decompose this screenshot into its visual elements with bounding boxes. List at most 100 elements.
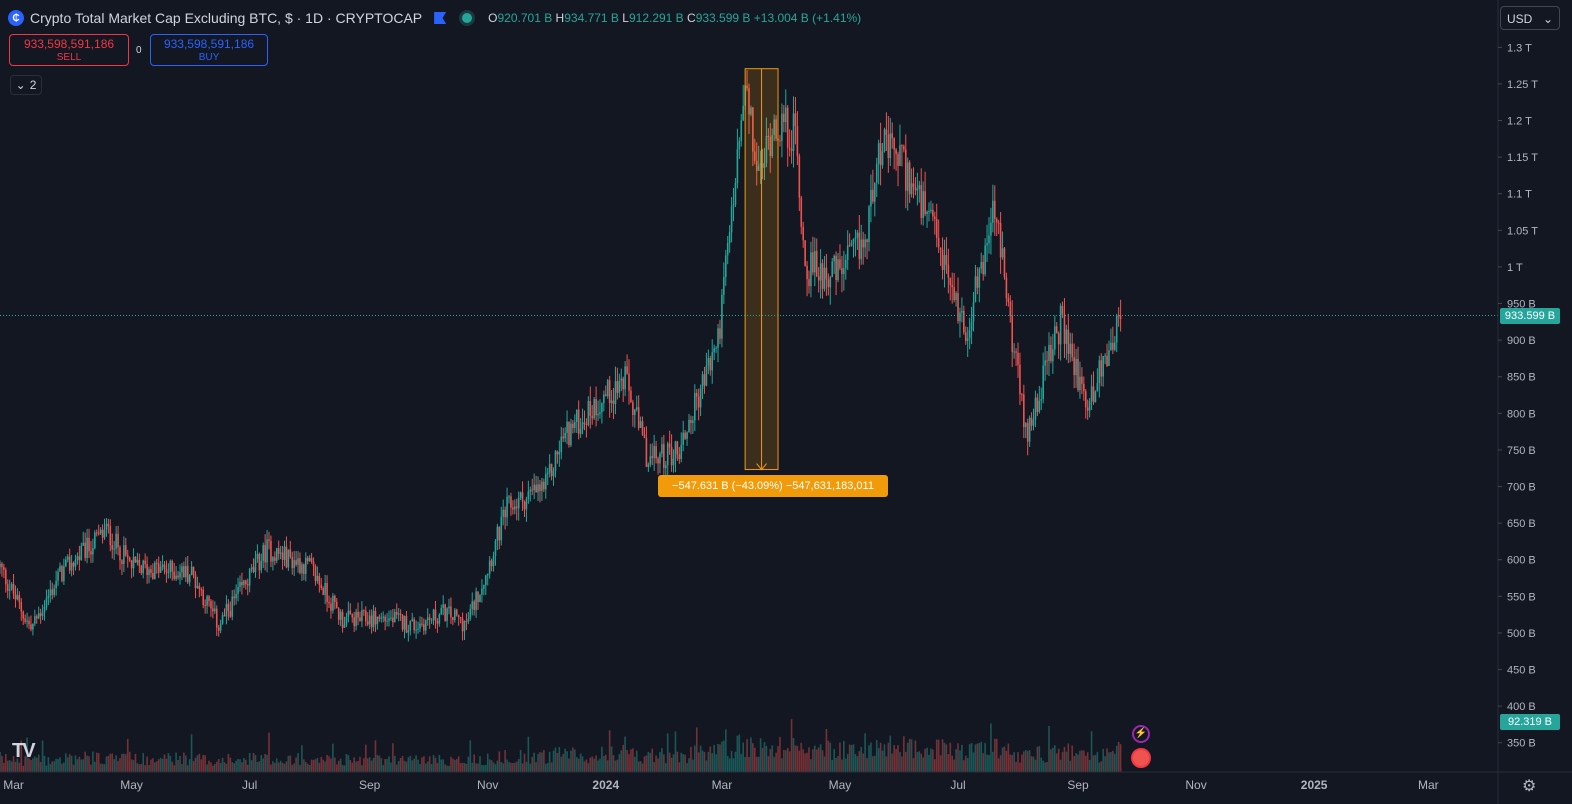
- volume-bar: [719, 744, 721, 772]
- volume-bar: [779, 736, 781, 772]
- candle-body: [651, 456, 654, 458]
- gear-icon[interactable]: ⚙: [1522, 778, 1537, 795]
- candle-body: [374, 610, 377, 625]
- sell-label: SELL: [56, 52, 82, 63]
- flag-icon[interactable]: [434, 12, 447, 24]
- volume-bar: [1092, 755, 1095, 772]
- volume-bar: [599, 758, 601, 772]
- volume-bar: [181, 764, 183, 772]
- candle-body: [763, 163, 766, 168]
- volume-bar: [359, 756, 361, 772]
- volume-bar: [844, 758, 847, 772]
- candle-body: [1090, 386, 1093, 401]
- candle-body: [107, 523, 110, 527]
- time-tick-label: Jul: [242, 778, 257, 792]
- candle-body: [949, 277, 952, 286]
- candle-body: [993, 200, 996, 219]
- candle-body: [961, 310, 963, 313]
- time-tick-label: Nov: [477, 778, 498, 792]
- volume-bar: [715, 754, 717, 772]
- volume-bar: [635, 750, 638, 772]
- candle-body: [74, 559, 77, 567]
- measure-label[interactable]: −547.631 B (−43.09%) −547,631,183,011: [658, 475, 888, 497]
- volume-bar: [893, 745, 895, 772]
- sell-button[interactable]: 933,598,591,186 SELL: [9, 34, 129, 66]
- candle-body: [887, 134, 890, 159]
- volume-bar: [575, 757, 578, 772]
- volume-bar: [577, 758, 580, 772]
- candle-body: [1052, 349, 1054, 362]
- chevron-down-icon: ⌄: [1542, 12, 1553, 26]
- candle-body: [906, 162, 909, 191]
- currency-label: USD: [1507, 12, 1533, 26]
- candle-body: [326, 582, 328, 603]
- volume-bar: [912, 758, 915, 772]
- volume-bar: [585, 759, 588, 772]
- candle-body: [194, 574, 197, 589]
- symbol-title[interactable]: Crypto Total Market Cap Excluding BTC, $…: [30, 10, 423, 26]
- lightning-event-icon[interactable]: ⚡: [1132, 725, 1150, 743]
- indicator-count: 2: [29, 78, 37, 92]
- candle-body: [755, 161, 758, 171]
- volume-bar: [531, 756, 534, 772]
- volume-bar: [190, 734, 193, 772]
- candle-body: [730, 206, 733, 233]
- volume-bar: [759, 738, 762, 772]
- volume-bar: [287, 755, 290, 772]
- candle-body: [475, 591, 477, 611]
- candle-body: [438, 614, 441, 624]
- candle-body: [159, 566, 162, 573]
- volume-bar: [943, 742, 946, 772]
- volume-bar: [581, 756, 584, 772]
- time-axis[interactable]: Mar May Jul Sep Nov 2024 Mar May Jul Sep Nov 2025 Ma…: [0, 771, 1572, 792]
- volume-bar: [363, 758, 365, 772]
- volume-bar: [394, 755, 396, 772]
- price-axis[interactable]: 1.3 T1.25 T1.2 T1.15 T1.1 T1.05 T1 T950 …: [1497, 0, 1538, 804]
- volume-bar: [84, 751, 86, 772]
- currency-select[interactable]: USD ⌄: [1500, 6, 1560, 30]
- volume-bar: [595, 755, 597, 772]
- volume-bar: [438, 754, 441, 772]
- volume-bar: [457, 756, 460, 772]
- candle-body: [980, 261, 983, 269]
- indicators-toggle[interactable]: ⌄ 2: [10, 75, 42, 95]
- volume-bar: [463, 763, 466, 772]
- candle-body: [748, 88, 750, 115]
- candle-body: [806, 265, 808, 280]
- volume-bar: [566, 751, 568, 772]
- candle-body: [3, 567, 5, 570]
- tradingview-logo-icon[interactable]: TV: [12, 740, 36, 762]
- volume-bar: [349, 759, 352, 772]
- candle-body: [364, 610, 367, 622]
- volume-bar: [999, 755, 1002, 772]
- candle-body: [97, 532, 100, 534]
- volume-bar: [1113, 753, 1116, 772]
- volume-bar: [783, 749, 785, 772]
- volume-bar: [885, 756, 888, 772]
- candle-body: [281, 552, 284, 560]
- candle-body: [419, 623, 421, 629]
- candle-body: [829, 277, 832, 288]
- symbol-header[interactable]: ₵ Crypto Total Market Cap Excluding BTC,…: [8, 8, 861, 28]
- us-flag-event-icon[interactable]: [1131, 748, 1151, 768]
- volume-bar: [184, 755, 187, 772]
- volume-bar: [769, 749, 772, 772]
- volume-bar: [337, 760, 340, 772]
- volume-bar: [637, 761, 640, 772]
- buy-button[interactable]: 933,598,591,186 BUY: [150, 34, 268, 66]
- candle-body: [293, 560, 295, 569]
- candle-body: [92, 548, 94, 555]
- candle-body: [719, 328, 721, 339]
- volume-bar: [699, 745, 702, 772]
- volume-bar: [1003, 746, 1006, 772]
- candle-body: [848, 245, 851, 247]
- volume-bar: [508, 762, 510, 772]
- market-status-icon[interactable]: [462, 13, 473, 23]
- measure-tool[interactable]: [744, 68, 779, 471]
- volume-bar: [928, 754, 930, 772]
- candle-body: [670, 447, 673, 466]
- candle-body: [411, 619, 414, 621]
- volume-bar: [35, 757, 38, 772]
- volume-bar: [484, 764, 487, 772]
